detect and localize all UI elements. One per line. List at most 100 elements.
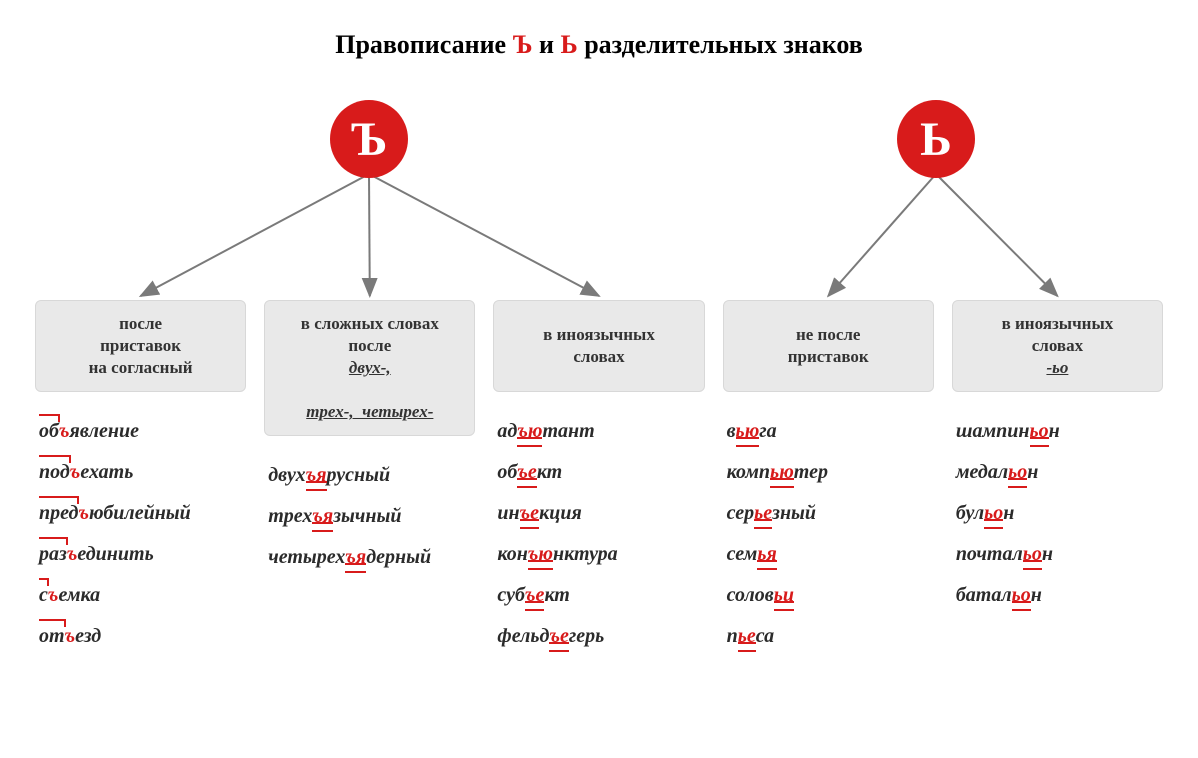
highlight-segment: ъю bbox=[528, 543, 553, 566]
title-post: разделительных знаков bbox=[578, 30, 863, 59]
example-word: разъединить bbox=[39, 543, 246, 566]
prefix-mark: под bbox=[39, 461, 70, 484]
highlight-segment: ъя bbox=[306, 464, 327, 487]
example-word: трехъязычный bbox=[268, 505, 475, 528]
prefix-mark: от bbox=[39, 625, 65, 648]
word-part: ин bbox=[497, 502, 519, 524]
word-part: н bbox=[1031, 584, 1042, 606]
highlight-segment: ъ bbox=[65, 625, 76, 648]
soft-sign-node: Ь bbox=[897, 100, 975, 178]
word-part: н bbox=[1027, 461, 1038, 483]
highlight-segment: ъ bbox=[59, 420, 70, 443]
highlight-segment: ье bbox=[738, 625, 756, 648]
word-part: га bbox=[759, 420, 776, 442]
word-part: са bbox=[756, 625, 774, 647]
word-part: дерный bbox=[366, 546, 431, 568]
column-not-after-prefix: не послеприставоквьюгакомпьютерсерьезный… bbox=[723, 300, 934, 648]
word-part: герь bbox=[569, 625, 604, 647]
word-part: комп bbox=[727, 461, 770, 483]
prefix-mark: с bbox=[39, 584, 48, 607]
highlight-segment: ью bbox=[770, 461, 794, 484]
example-word: бульон bbox=[956, 502, 1163, 525]
highlight-segment: ъ bbox=[78, 502, 89, 525]
example-word: подъехать bbox=[39, 461, 246, 484]
word-part: шампин bbox=[956, 420, 1030, 442]
example-word: серьезный bbox=[727, 502, 934, 525]
hard-sign-node: Ъ bbox=[330, 100, 408, 178]
highlight-segment: ъ bbox=[48, 584, 59, 607]
column-after-prefix-consonant: послеприставокна согласныйобъявлениеподъ… bbox=[35, 300, 246, 648]
highlight-segment: ъе bbox=[525, 584, 544, 607]
word-part: юбилейный bbox=[89, 502, 191, 524]
highlight-segment: ъя bbox=[345, 546, 366, 569]
arrow bbox=[369, 174, 370, 296]
example-word: объявление bbox=[39, 420, 246, 443]
word-part: н bbox=[1049, 420, 1060, 442]
word-part: в bbox=[727, 420, 736, 442]
example-word: компьютер bbox=[727, 461, 934, 484]
word-part: зный bbox=[772, 502, 816, 524]
highlight-segment: ьо bbox=[1030, 420, 1049, 443]
highlight-segment: ъя bbox=[312, 505, 333, 528]
word-part: кция bbox=[539, 502, 582, 524]
highlight-segment: ьо bbox=[1023, 543, 1042, 566]
word-part: единить bbox=[77, 543, 153, 565]
title-pre: Правописание bbox=[335, 30, 512, 59]
highlight-segment: ьи bbox=[774, 584, 794, 607]
word-part: об bbox=[497, 461, 517, 483]
example-word: объект bbox=[497, 461, 704, 484]
rule-box: послеприставокна согласный bbox=[35, 300, 246, 392]
word-part: кт bbox=[544, 584, 569, 606]
title-soft-sign: Ь bbox=[560, 30, 577, 59]
examples-list: объявлениеподъехатьпредъюбилейныйразъеди… bbox=[35, 420, 246, 648]
highlight-segment: ъ bbox=[67, 543, 78, 566]
rule-box: не послеприставок bbox=[723, 300, 934, 392]
column-compound-words: в сложных словахпосле двух-,трех-, четыр… bbox=[264, 300, 475, 648]
word-part: тант bbox=[542, 420, 594, 442]
rule-box: в иноязычныхсловах bbox=[493, 300, 704, 392]
highlight-segment: ьо bbox=[1012, 584, 1031, 607]
example-word: съемка bbox=[39, 584, 246, 607]
rule-box: в сложных словахпосле двух-,трех-, четыр… bbox=[264, 300, 475, 436]
arrow bbox=[369, 174, 599, 296]
word-part: двух bbox=[268, 464, 305, 486]
soft-sign-letter: Ь bbox=[920, 112, 952, 167]
rule-box: в иноязычныхсловах-ьо bbox=[952, 300, 1163, 392]
highlight-segment: ьо bbox=[1008, 461, 1027, 484]
word-part: ад bbox=[497, 420, 517, 442]
example-word: медальон bbox=[956, 461, 1163, 484]
title-hard-sign: Ъ bbox=[513, 30, 533, 59]
word-part: батал bbox=[956, 584, 1012, 606]
word-part: ехать bbox=[80, 461, 133, 483]
prefix-mark: раз bbox=[39, 543, 67, 566]
highlight-segment: ью bbox=[736, 420, 760, 443]
highlight-segment: ъ bbox=[70, 461, 81, 484]
word-part: тер bbox=[794, 461, 828, 483]
prefix-mark: пред bbox=[39, 502, 78, 525]
word-part: п bbox=[727, 625, 738, 647]
highlight-segment: ъю bbox=[517, 420, 542, 443]
examples-list: шампиньонмедальонбульонпочтальонбатальон bbox=[952, 420, 1163, 607]
arrow bbox=[936, 174, 1057, 296]
example-word: конъюнктура bbox=[497, 543, 704, 566]
hard-sign-letter: Ъ bbox=[351, 112, 388, 167]
example-word: шампиньон bbox=[956, 420, 1163, 443]
example-word: пьеса bbox=[727, 625, 934, 648]
arrow bbox=[141, 174, 369, 296]
highlight-segment: ъе bbox=[549, 625, 568, 648]
examples-list: вьюгакомпьютерсерьезныйсемьясоловьипьеса bbox=[723, 420, 934, 648]
word-part: сем bbox=[727, 543, 758, 565]
highlight-segment: ъе bbox=[517, 461, 536, 484]
column-foreign-hard: в иноязычныхсловахадъютантобъектинъекция… bbox=[493, 300, 704, 648]
highlight-segment: ье bbox=[754, 502, 772, 525]
word-part: езд bbox=[75, 625, 101, 647]
word-part: н bbox=[1003, 502, 1014, 524]
word-part: сер bbox=[727, 502, 755, 524]
word-part: суб bbox=[497, 584, 525, 606]
example-word: семья bbox=[727, 543, 934, 566]
highlight-segment: ьо bbox=[984, 502, 1003, 525]
word-part: кон bbox=[497, 543, 527, 565]
example-word: почтальон bbox=[956, 543, 1163, 566]
word-part: явление bbox=[70, 420, 139, 442]
arrow bbox=[828, 174, 936, 296]
